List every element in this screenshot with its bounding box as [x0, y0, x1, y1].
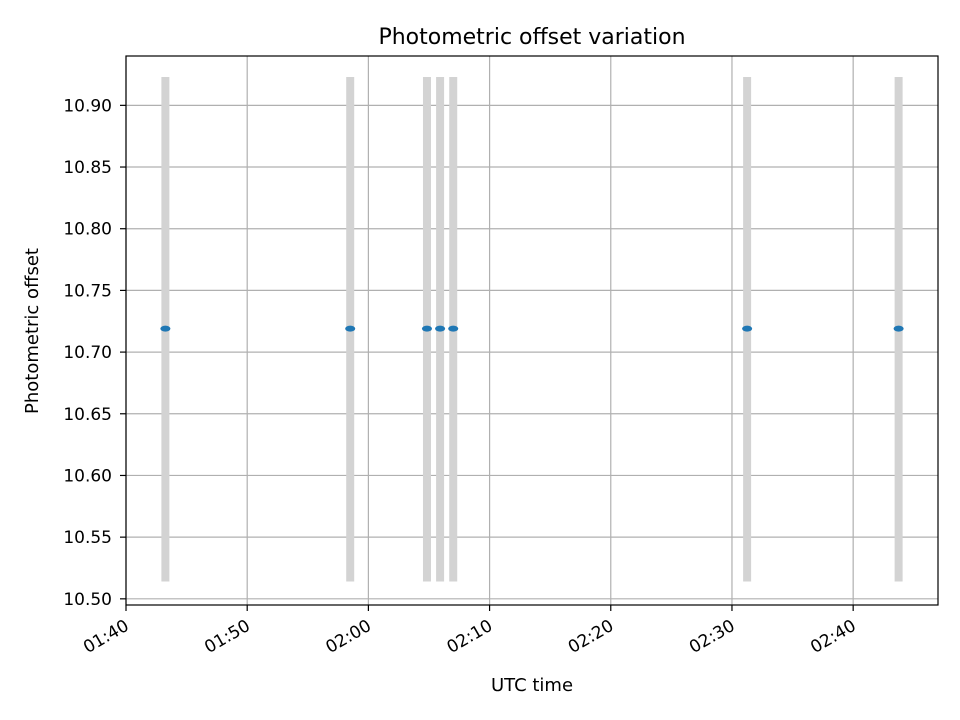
x-tick-label: 01:40: [80, 616, 132, 658]
y-tick-label: 10.90: [63, 96, 112, 116]
plot-frame: [125, 55, 939, 606]
y-tick-label: 10.85: [63, 158, 112, 178]
x-axis-label: UTC time: [491, 675, 573, 696]
grid: [125, 56, 938, 605]
chart-title: Photometric offset variation: [378, 25, 685, 50]
x-tick-label: 02:30: [686, 616, 738, 658]
data-point: [435, 325, 446, 332]
x-tick-label: 02:40: [807, 616, 859, 658]
error-bars: [161, 76, 903, 582]
data-points: [160, 325, 904, 332]
data-point: [160, 325, 171, 332]
data-point: [345, 325, 356, 332]
y-tick-label: 10.65: [63, 405, 112, 425]
x-tick-label: 01:50: [201, 616, 253, 658]
x-tick-label: 02:10: [444, 616, 496, 658]
x-tick-label: 02:00: [322, 616, 374, 658]
data-point: [421, 325, 432, 332]
y-tick-label: 10.55: [63, 528, 112, 548]
x-tick-label: 02:20: [565, 616, 617, 658]
y-axis-label: Photometric offset: [22, 248, 43, 414]
y-tick-label: 10.80: [63, 220, 112, 240]
x-axis: 01:40 01:50 02:00 02:10 02:20 02:30 02:40: [80, 605, 860, 658]
data-point: [448, 325, 459, 332]
data-point: [893, 325, 904, 332]
y-axis: 10.50 10.55 10.60 10.65 10.70 10.75 10.80 10.85…: [63, 96, 126, 610]
y-tick-label: 10.70: [63, 343, 112, 363]
y-tick-label: 10.60: [63, 466, 112, 486]
y-tick-label: 10.75: [63, 281, 112, 301]
y-tick-label: 10.50: [63, 590, 112, 610]
data-point: [742, 325, 753, 332]
